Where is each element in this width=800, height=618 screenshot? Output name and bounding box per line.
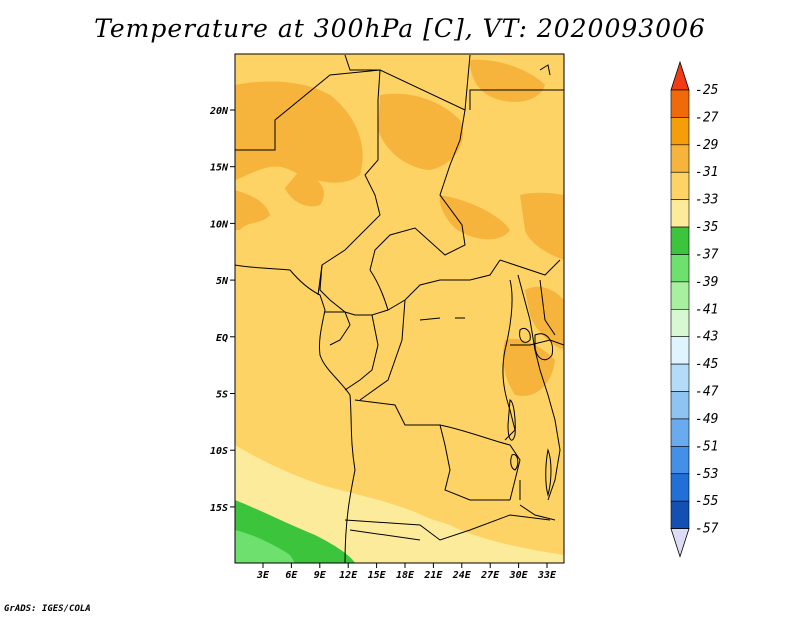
colorbar-label: -55 bbox=[695, 494, 719, 509]
grads-credit: GrADS: IGES/COLA bbox=[4, 604, 91, 614]
lon-label: 15E bbox=[368, 570, 387, 581]
colorbar-label: -53 bbox=[695, 467, 718, 482]
colorbar-segment bbox=[670, 199, 690, 228]
colorbar-segment bbox=[670, 446, 690, 475]
map-title: Temperature at 300hPa [C], VT: 202009300… bbox=[94, 14, 706, 43]
lon-label: 3E bbox=[256, 570, 270, 581]
colorbar-segment bbox=[670, 117, 690, 146]
colorbar-segment bbox=[670, 254, 690, 283]
colorbar-segment bbox=[670, 144, 690, 173]
colorbar-segment bbox=[670, 500, 690, 529]
colorbar-label: -33 bbox=[695, 193, 718, 208]
colorbar-label: -39 bbox=[695, 275, 718, 290]
colorbar-top-arrow bbox=[670, 60, 690, 91]
lon-label: 30E bbox=[509, 570, 529, 581]
colorbar-label: -27 bbox=[695, 110, 719, 125]
lon-label: 24E bbox=[452, 570, 472, 581]
lon-label: 6E bbox=[285, 570, 298, 581]
country-borders bbox=[235, 54, 564, 563]
colorbar-label: -45 bbox=[695, 357, 719, 372]
lon-label: 9E bbox=[314, 570, 327, 581]
colorbar-segment bbox=[670, 363, 690, 392]
lat-label: 10S bbox=[210, 446, 228, 457]
colorbar-segment bbox=[670, 391, 690, 420]
colorbar-label: -25 bbox=[695, 83, 719, 98]
colorbar-label: -37 bbox=[695, 247, 719, 262]
lon-label: 27E bbox=[480, 570, 500, 581]
colorbar-label: -29 bbox=[695, 138, 718, 153]
colorbar-segment bbox=[670, 473, 690, 502]
colorbar-label: -51 bbox=[695, 439, 718, 454]
lat-label: 10N bbox=[210, 219, 229, 230]
colorbar: -25 -27 -29 -31 -33 -35 -37 -39 -41 -43 -45 -47 -49 -… bbox=[670, 60, 719, 558]
lon-label: 12E bbox=[339, 570, 358, 581]
lon-label: 21E bbox=[423, 570, 443, 581]
colorbar-label: -41 bbox=[695, 302, 718, 317]
colorbar-segment bbox=[670, 281, 690, 310]
colorbar-bottom-arrow bbox=[670, 528, 690, 558]
lat-label: 15N bbox=[210, 163, 229, 174]
latitude-axis: 20N 15N 10N 5N EQ 5S 10S 15S bbox=[209, 106, 235, 514]
lon-label: 33E bbox=[537, 570, 557, 581]
lat-label: 5S bbox=[216, 390, 228, 401]
colorbar-label: -43 bbox=[695, 330, 718, 345]
colorbar-label: -47 bbox=[695, 385, 719, 400]
colorbar-label: -35 bbox=[695, 220, 719, 235]
colorbar-segment bbox=[670, 308, 690, 338]
map-frame bbox=[234, 53, 565, 564]
longitude-axis: 3E 6E 9E 12E 15E 18E 21E 24E 27E 30E 33E bbox=[256, 563, 557, 581]
lat-label: 15S bbox=[210, 503, 228, 514]
lat-label: 20N bbox=[209, 106, 229, 117]
temperature-field bbox=[235, 54, 564, 563]
colorbar-segment bbox=[670, 89, 690, 118]
colorbar-label: -49 bbox=[695, 412, 718, 427]
colorbar-label: -31 bbox=[695, 165, 718, 180]
lat-label: 5N bbox=[216, 276, 229, 287]
colorbar-segment bbox=[670, 418, 690, 447]
colorbar-segment bbox=[670, 336, 690, 365]
colorbar-segment bbox=[670, 226, 690, 255]
colorbar-segment bbox=[670, 171, 690, 200]
lat-label: EQ bbox=[216, 333, 228, 344]
lon-label: 18E bbox=[396, 570, 415, 581]
colorbar-label: -57 bbox=[695, 522, 719, 537]
